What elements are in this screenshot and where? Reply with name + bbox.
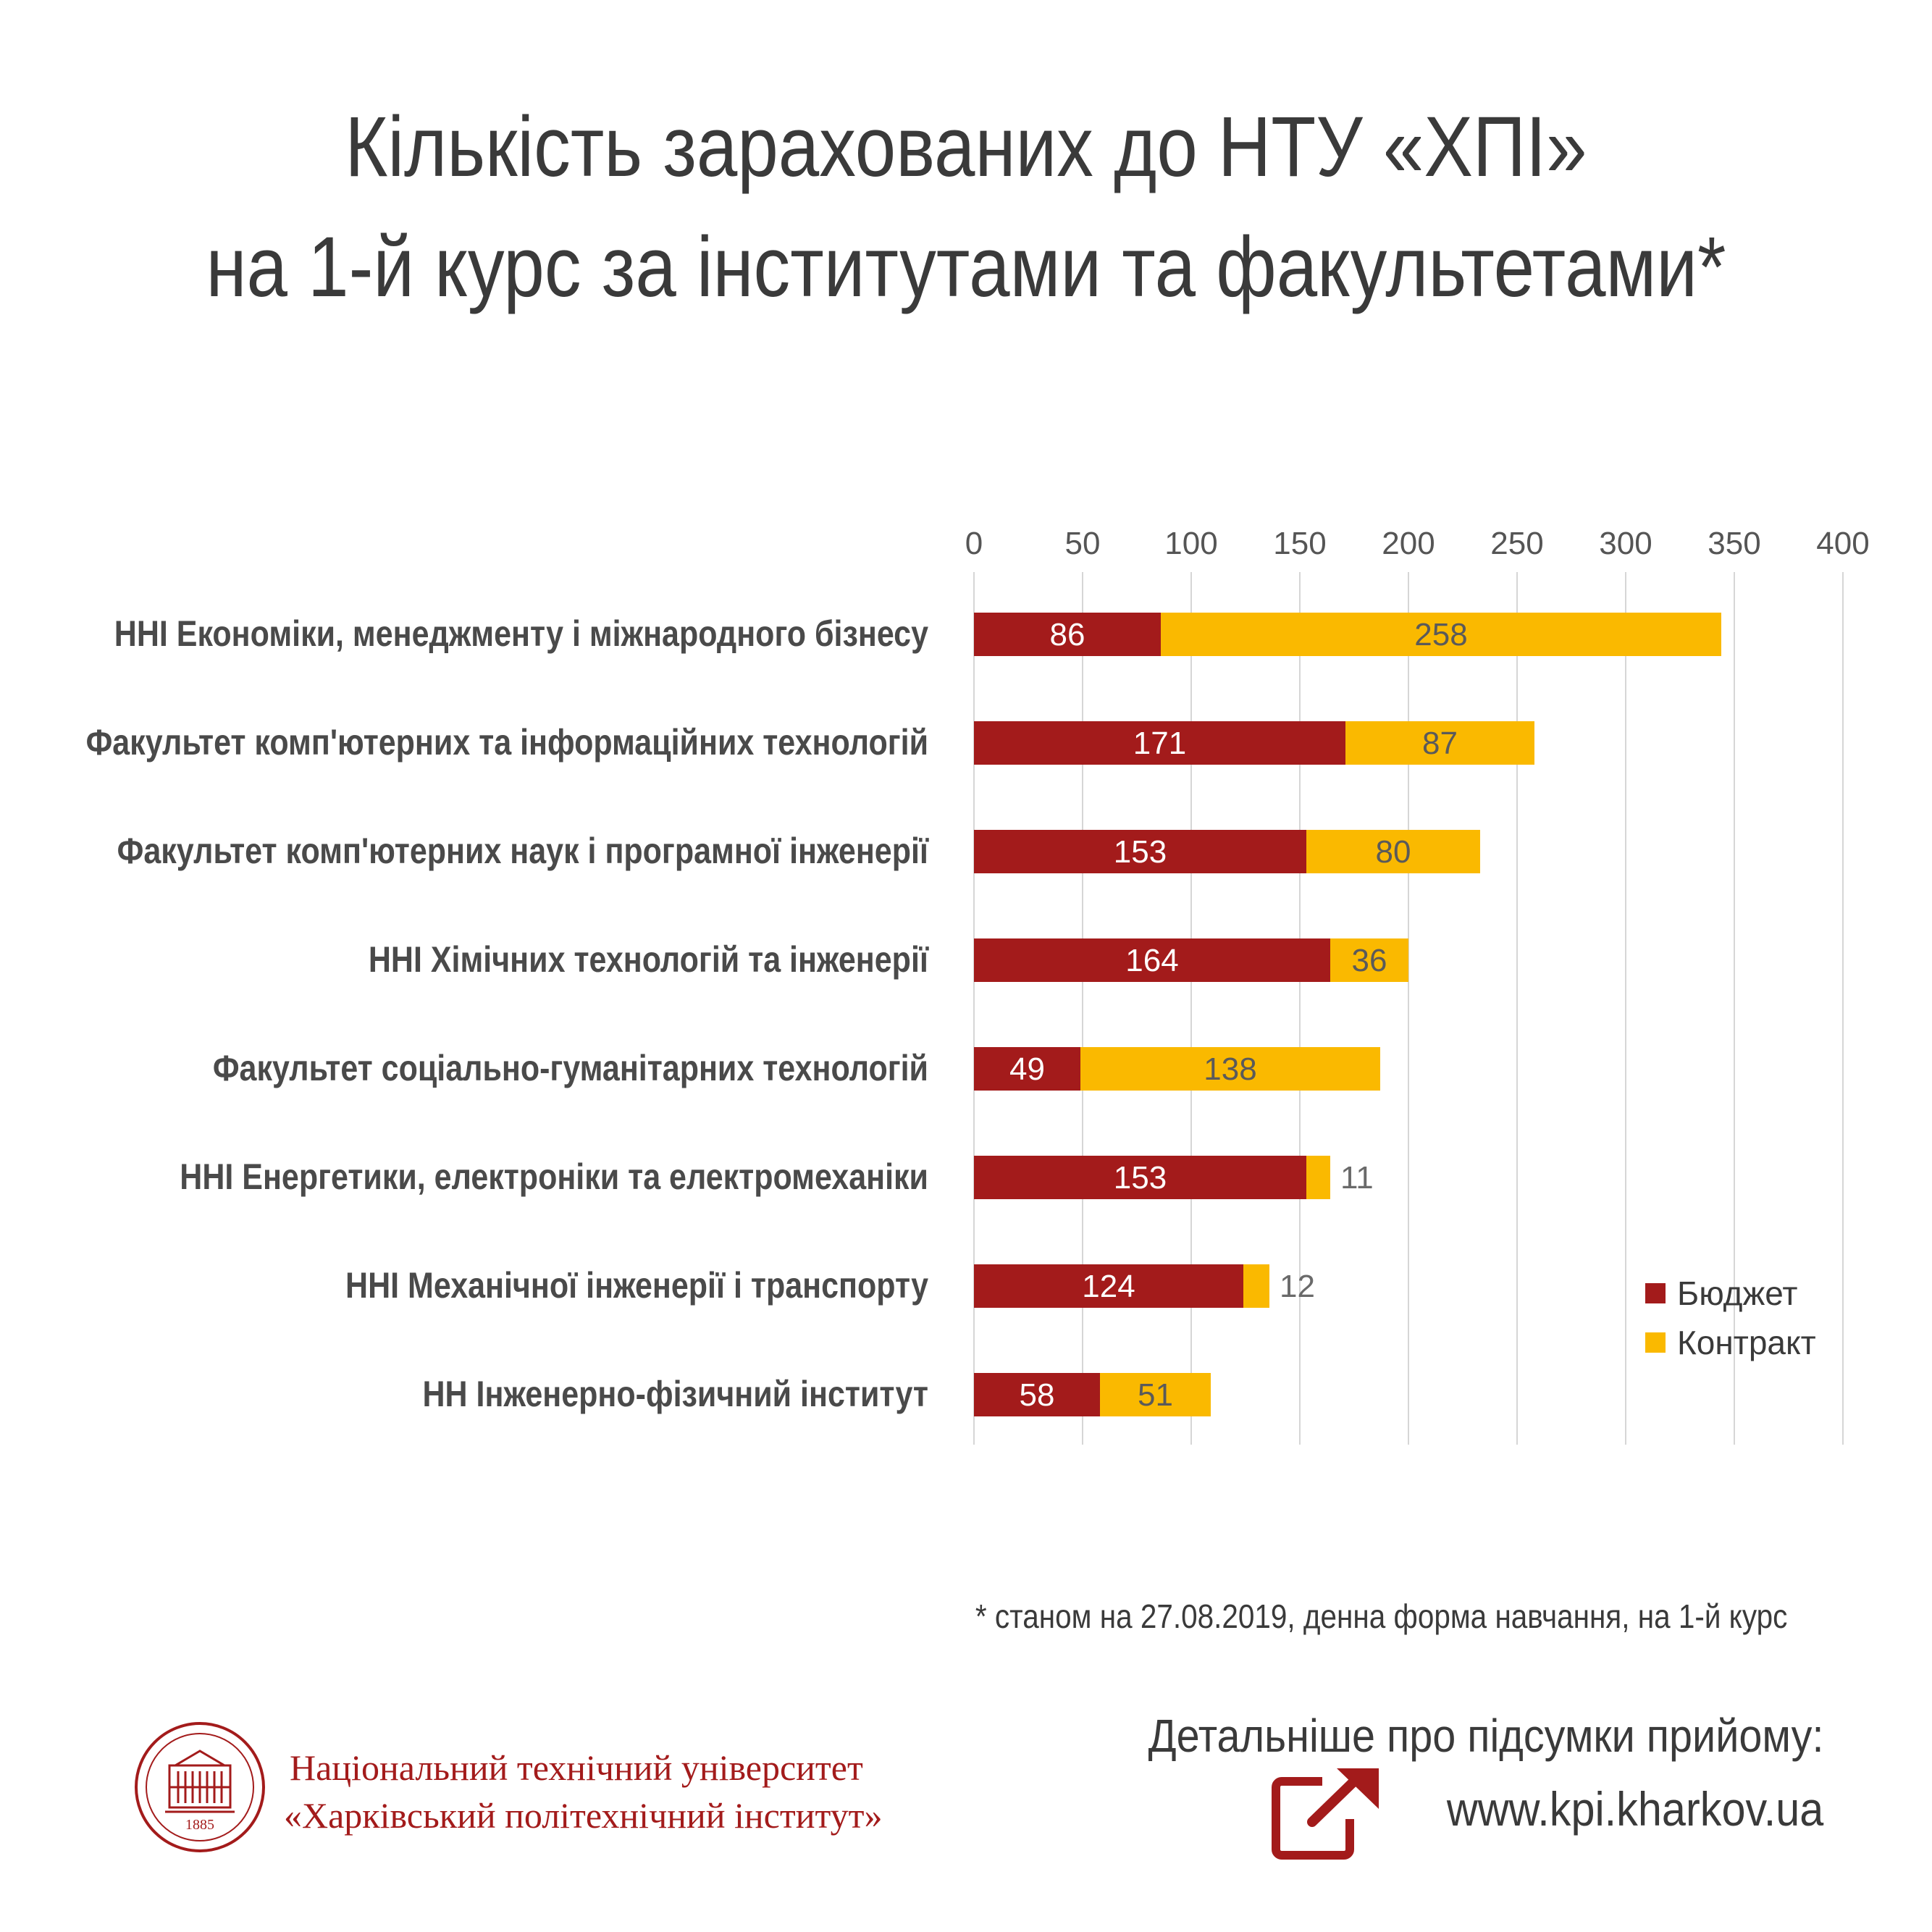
x-tick-label: 350 (1708, 526, 1760, 561)
gridlines (973, 572, 1844, 1445)
legend-label: Бюджет (1677, 1274, 1797, 1312)
data-label: 258 (1414, 617, 1467, 652)
bar-contract (1306, 1156, 1330, 1199)
data-label: 11 (1340, 1160, 1374, 1196)
legend-label: Контракт (1677, 1324, 1816, 1361)
title-line-2: на 1-й курс за інститутами та факультета… (206, 219, 1726, 315)
category-label: Факультет комп'ютерних та інформаційних … (86, 722, 928, 763)
bar-budget (974, 721, 1345, 765)
bar-budget (974, 1047, 1080, 1091)
legend: Бюджет Контракт (1645, 1274, 1816, 1361)
bar-budget (974, 1373, 1100, 1416)
more-info-label: Детальніше про підсумки прийому: (1148, 1710, 1823, 1762)
category-label: ННІ Механічної інженерії і транспорту (345, 1265, 928, 1306)
bar-contract (1161, 613, 1721, 656)
x-tick-label: 150 (1273, 526, 1326, 561)
bar-budget (974, 613, 1161, 656)
bar-budget (974, 938, 1330, 982)
bars: 86 258 171 87 153 80 164 36 49 138 153 11 124 12 58 51 (974, 613, 1721, 1416)
data-label: 153 (1114, 834, 1167, 870)
bar-budget (974, 830, 1306, 873)
data-label: 49 (1009, 1051, 1045, 1087)
data-label: 86 (1050, 617, 1085, 652)
x-tick-label: 0 (965, 526, 983, 561)
data-label: 124 (1082, 1269, 1135, 1304)
bar-contract (1345, 721, 1534, 765)
x-tick-label: 400 (1816, 526, 1869, 561)
university-name: Національний технічний університет «Харк… (284, 1744, 883, 1839)
data-label: 80 (1376, 834, 1411, 870)
category-labels: ННІ Економіки, менеджменту і міжнародног… (86, 613, 929, 1414)
external-link-icon[interactable] (1272, 1767, 1380, 1861)
university-name-line-1: Національний технічний університет (290, 1747, 863, 1788)
website-link[interactable]: www.kpi.kharkov.ua (1446, 1782, 1823, 1836)
university-seal-logo: 1885 (135, 1722, 265, 1852)
data-label: 164 (1125, 943, 1178, 978)
logo-year: 1885 (185, 1817, 214, 1833)
category-label: ННІ Економіки, менеджменту і міжнародног… (114, 613, 928, 654)
x-tick-label: 200 (1382, 526, 1435, 561)
stacked-bar-chart: 0 50 100 150 200 250 300 350 400 ННІ Економіки, … (86, 526, 1870, 1445)
bar-contract (1330, 938, 1408, 982)
data-label: 58 (1020, 1377, 1055, 1413)
data-label: 138 (1204, 1051, 1256, 1087)
legend-swatch (1645, 1283, 1666, 1303)
category-label: ННІ Хімічних технологій та інженерії (369, 939, 929, 980)
data-label: 87 (1422, 726, 1458, 761)
chart-title: Кількість зарахованих до НТУ «ХПІ» на 1-… (135, 87, 1797, 327)
category-label: ННІ Енергетики, електроніки та електроме… (180, 1156, 928, 1197)
x-tick-label: 100 (1164, 526, 1217, 561)
footnote: * станом на 27.08.2019, денна форма навч… (975, 1597, 1787, 1635)
university-name-line-2: «Харківський політехнічний інститут» (284, 1795, 883, 1836)
title-line-1: Кількість зарахованих до НТУ «ХПІ» (345, 99, 1587, 195)
bar-budget (974, 1264, 1243, 1308)
bar-budget (974, 1156, 1306, 1199)
category-label: Факультет соціально-гуманітарних техноло… (213, 1048, 928, 1088)
data-label: 51 (1138, 1377, 1173, 1413)
x-tick-label: 300 (1599, 526, 1652, 561)
x-axis-tick-labels: 0 50 100 150 200 250 300 350 400 (965, 526, 1870, 561)
category-label: НН Інженерно-фізичний інститут (422, 1374, 928, 1414)
legend-swatch (1645, 1332, 1666, 1353)
data-label: 171 (1133, 726, 1186, 761)
data-label: 153 (1114, 1160, 1167, 1196)
category-label: Факультет комп'ютерних наук і програмної… (117, 831, 929, 871)
bar-contract (1243, 1264, 1269, 1308)
bar-contract (1100, 1373, 1211, 1416)
bar-contract (1306, 830, 1480, 873)
data-label: 12 (1280, 1269, 1315, 1304)
x-tick-label: 250 (1490, 526, 1543, 561)
x-tick-label: 50 (1065, 526, 1101, 561)
bar-contract (1080, 1047, 1380, 1091)
data-label: 36 (1352, 943, 1387, 978)
